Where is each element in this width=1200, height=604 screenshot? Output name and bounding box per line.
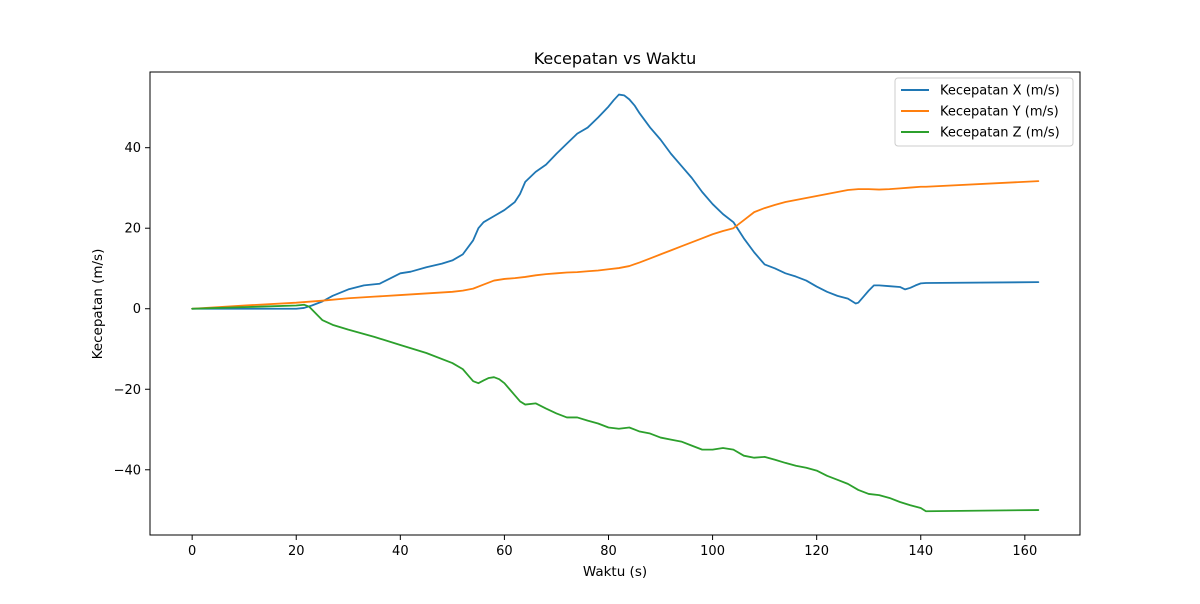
x-tick-label: 120 (804, 544, 829, 559)
x-tick-label: 60 (496, 544, 513, 559)
x-tick-label: 0 (188, 544, 196, 559)
chart-title: Kecepatan vs Waktu (534, 49, 697, 68)
series-line-kecepatan-x-m-s (191, 93, 1040, 310)
y-tick-label: 20 (124, 222, 141, 237)
legend-label-kecepatan-z-m-s: Kecepatan Z (m/s) (940, 126, 1060, 141)
legend: Kecepatan X (m/s) Kecepatan Y (m/s) Kecepa… (894, 77, 1074, 147)
legend-label-kecepatan-x-m-s: Kecepatan X (m/s) (940, 84, 1060, 99)
x-axis-label: Waktu (s) (583, 564, 647, 580)
y-tick-label: −40 (114, 463, 141, 478)
legend-label-kecepatan-y-m-s: Kecepatan Y (m/s) (940, 105, 1059, 120)
y-axis-label: Kecepatan (m/s) (90, 249, 106, 360)
legend-box (894, 77, 1074, 147)
y-tick-label: 0 (133, 302, 141, 317)
axes-frame (149, 71, 1081, 536)
x-tick-label: 140 (908, 544, 933, 559)
x-tick-label: 160 (1012, 544, 1037, 559)
x-tick-label: 100 (700, 544, 725, 559)
series-line-kecepatan-y-m-s (191, 180, 1040, 310)
plot-area: 0 20 40 60 80 100 120 140 160 −40 −20 0 20 40 (114, 71, 1081, 559)
x-tick-label: 40 (392, 544, 409, 559)
y-tick-label: −20 (114, 383, 141, 398)
series-lines (191, 93, 1040, 513)
series-line-kecepatan-z-m-s (191, 303, 1040, 513)
x-tick-label: 80 (600, 544, 617, 559)
x-tick-label: 20 (288, 544, 305, 559)
y-tick-label: 40 (124, 141, 141, 156)
